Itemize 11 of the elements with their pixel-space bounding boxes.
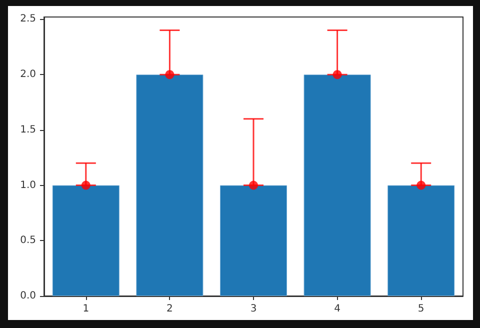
y-tick-label: 2.5: [20, 14, 36, 25]
y-tick-label: 1.0: [20, 180, 36, 191]
x-tick-label: 2: [166, 304, 173, 314]
y-tick-label: 2.0: [20, 69, 36, 80]
y-tick-label: 1.5: [20, 124, 36, 136]
x-tick-label: 3: [250, 304, 257, 314]
y-tick-label: 0.0: [20, 290, 36, 302]
y-tick-label: 0.5: [20, 235, 36, 246]
x-tick-label: 1: [82, 304, 90, 314]
x-tick-label: 4: [334, 304, 340, 314]
x-tick-label: 5: [418, 304, 424, 314]
